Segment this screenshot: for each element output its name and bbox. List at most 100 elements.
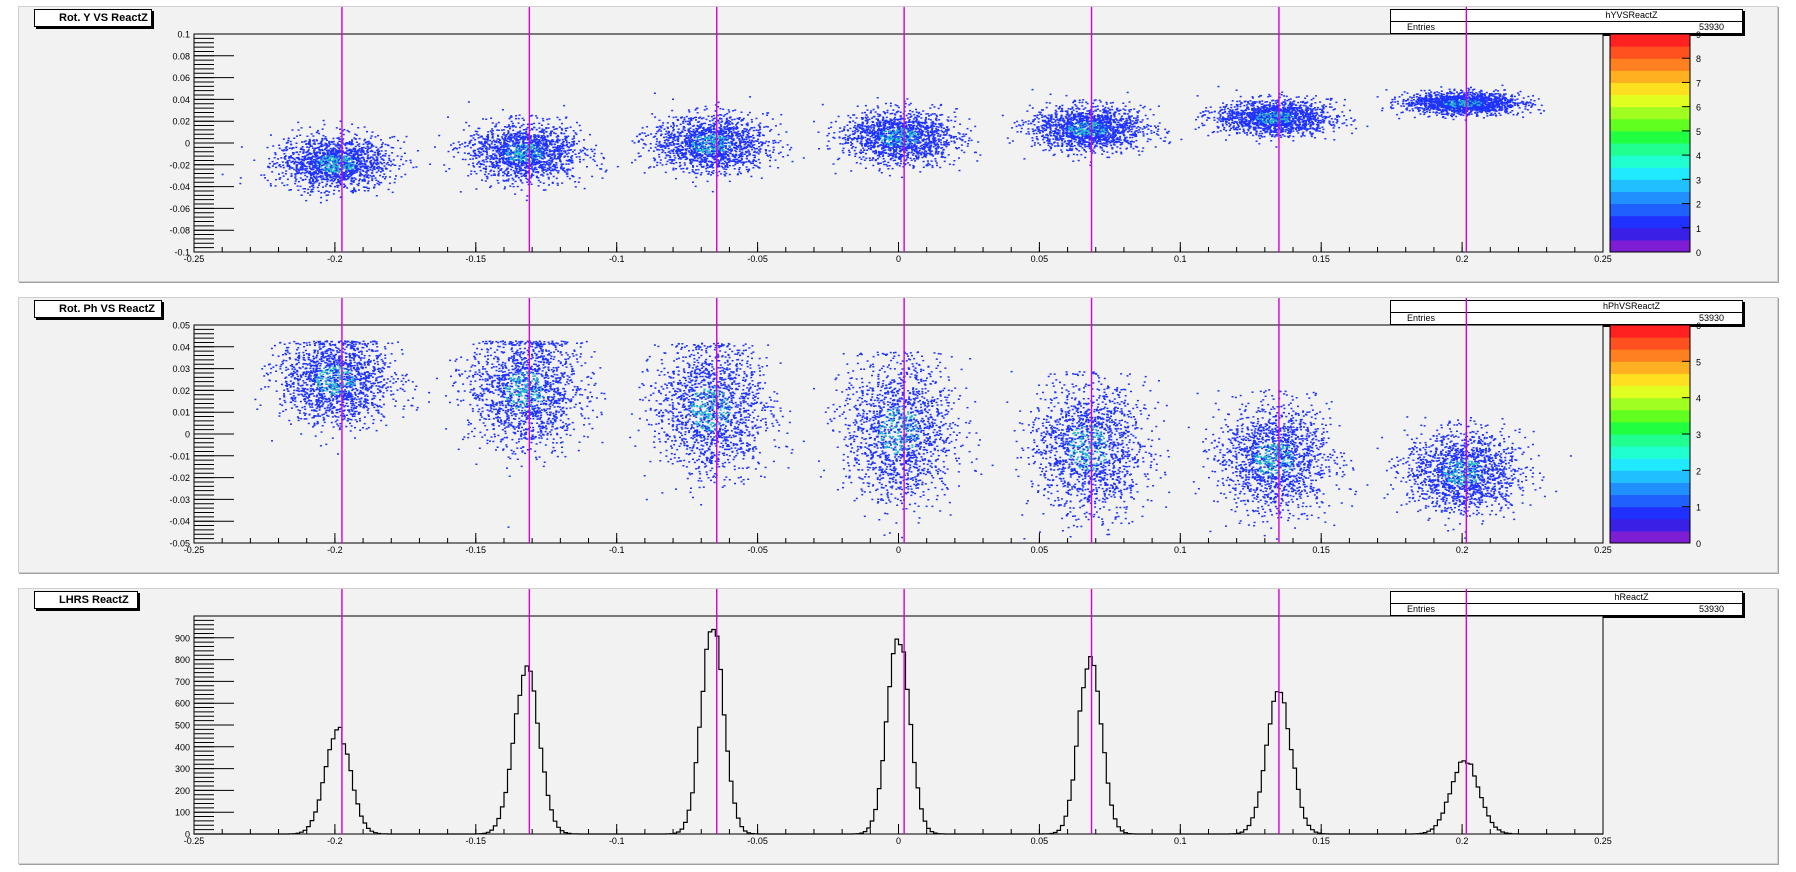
- scatter-point: [493, 153, 496, 155]
- scatter-point: [522, 161, 525, 163]
- scatter-point: [350, 156, 353, 159]
- scatter-point: [281, 161, 284, 163]
- scatter-point: [721, 162, 724, 164]
- scatter-point: [649, 143, 652, 145]
- scatter-point: [375, 171, 378, 174]
- scatter-point: [732, 158, 735, 161]
- scatter-point: [370, 143, 373, 146]
- scatter-point: [315, 175, 318, 177]
- scatter-point: [547, 169, 550, 171]
- scatter-point: [706, 180, 709, 183]
- scatter-point: [539, 157, 542, 159]
- scatter-point: [767, 155, 770, 157]
- scatter-point: [755, 117, 758, 120]
- scatter-point: [541, 164, 544, 166]
- scatter-point: [315, 158, 318, 160]
- scatter-point: [326, 178, 329, 180]
- scatter-point: [540, 149, 543, 151]
- scatter-point: [348, 149, 351, 151]
- scatter-point: [713, 161, 716, 164]
- scatter-point: [537, 185, 540, 187]
- scatter-point: [759, 141, 762, 143]
- scatter-point: [719, 118, 722, 120]
- scatter-point: [495, 154, 498, 157]
- scatter-point: [391, 191, 394, 194]
- scatter-point: [321, 148, 323, 151]
- scatter-point: [722, 133, 725, 135]
- scatter-point: [455, 148, 458, 150]
- scatter-point: [293, 163, 296, 165]
- scatter-point: [372, 168, 375, 170]
- scatter-point: [496, 149, 499, 152]
- scatter-point: [663, 139, 666, 142]
- scatter-point: [293, 158, 296, 161]
- scatter-point: [569, 169, 572, 171]
- scatter-point: [765, 150, 767, 152]
- scatter-point: [701, 151, 704, 154]
- scatter-point: [685, 141, 688, 144]
- scatter-point: [369, 137, 372, 139]
- scatter-point: [472, 137, 475, 139]
- scatter-point: [501, 157, 504, 159]
- scatter-point: [504, 136, 507, 139]
- scatter-point: [696, 136, 699, 138]
- scatter-point: [589, 133, 591, 136]
- scatter-point: [767, 144, 770, 147]
- scatter-point: [505, 168, 508, 171]
- scatter-point: [653, 92, 656, 94]
- scatter-point: [726, 163, 729, 166]
- scatter-point: [333, 170, 336, 172]
- scatter-point: [725, 128, 728, 130]
- scatter-point: [566, 127, 569, 129]
- scatter-point: [727, 109, 730, 111]
- scatter-point: [692, 134, 695, 136]
- scatter-point: [711, 171, 713, 174]
- scatter-point: [730, 137, 733, 140]
- scatter-point: [525, 161, 528, 164]
- scatter-point: [526, 123, 529, 126]
- scatter-point: [551, 153, 554, 155]
- scatter-point: [537, 141, 539, 143]
- scatter-point: [367, 151, 369, 153]
- scatter-point: [708, 120, 711, 122]
- scatter-point: [575, 133, 578, 136]
- scatter-point: [546, 146, 549, 148]
- scatter-point: [342, 165, 345, 167]
- scatter-point: [301, 146, 304, 148]
- scatter-point: [393, 135, 396, 138]
- scatter-point: [682, 167, 685, 170]
- scatter-point: [645, 135, 647, 137]
- scatter-point: [285, 146, 288, 148]
- scatter-point: [366, 167, 369, 169]
- scatter-point: [743, 128, 746, 130]
- scatter-point: [472, 144, 475, 147]
- scatter-point: [504, 137, 507, 140]
- scatter-point: [727, 155, 730, 157]
- scatter-point: [660, 130, 663, 132]
- scatter-point: [356, 152, 359, 154]
- scatter-point: [705, 128, 708, 131]
- scatter-point: [390, 146, 393, 149]
- scatter-point: [524, 156, 527, 158]
- scatter-point: [334, 167, 337, 170]
- scatter-point: [347, 159, 350, 162]
- scatter-point: [317, 190, 320, 192]
- scatter-point: [361, 174, 363, 176]
- scatter-point: [692, 141, 695, 144]
- scatter-point: [336, 151, 339, 153]
- scatter-point: [557, 135, 560, 138]
- scatter-point: [578, 152, 580, 154]
- scatter-point: [487, 131, 490, 133]
- scatter-point: [363, 126, 366, 128]
- scatter-point: [533, 126, 536, 129]
- scatter-point: [523, 147, 526, 150]
- scatter-point: [694, 185, 697, 188]
- scatter-point: [717, 106, 720, 108]
- scatter-point: [691, 151, 694, 153]
- scatter-point: [748, 154, 751, 156]
- scatter-point: [518, 165, 521, 167]
- scatter-point: [343, 163, 346, 166]
- scatter-point: [728, 149, 731, 151]
- scatter-point: [548, 149, 551, 151]
- scatter-point: [352, 165, 355, 168]
